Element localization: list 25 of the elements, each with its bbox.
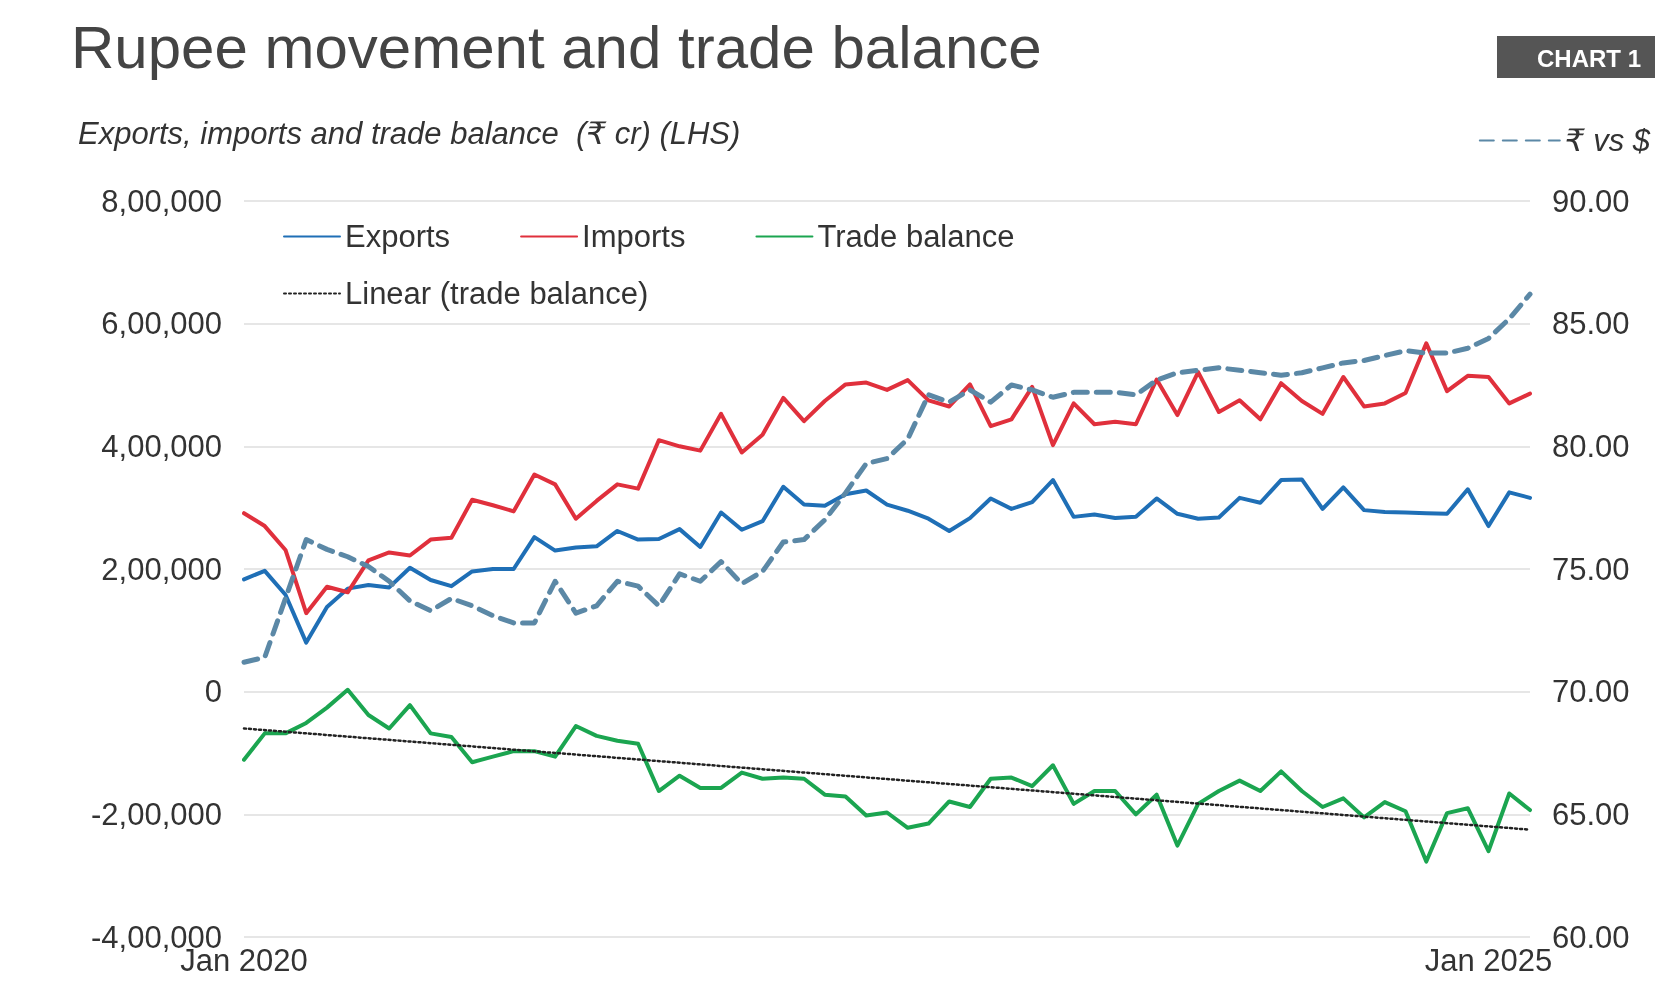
y2-tick-label: 75.00 bbox=[1552, 551, 1630, 587]
line-series bbox=[242, 341, 1532, 616]
y-tick-label: 2,00,000 bbox=[101, 551, 222, 587]
y-axis-title: Exports, imports and trade balance (₹ cr) (LHS) bbox=[78, 116, 741, 151]
y2-tick-label: 80.00 bbox=[1552, 428, 1630, 464]
legend-label: Linear (trade balance) bbox=[345, 276, 649, 311]
chart-title: Rupee movement and trade balance bbox=[71, 13, 1042, 81]
x-tick-label: Jan 2025 bbox=[1424, 943, 1553, 978]
y2-tick-label: 70.00 bbox=[1552, 674, 1630, 710]
y2-tick-label: 85.00 bbox=[1552, 306, 1630, 342]
line-series bbox=[242, 477, 1532, 645]
line-series bbox=[242, 687, 1532, 864]
y2-tick-label: 90.00 bbox=[1552, 183, 1630, 219]
legend-label: Trade balance bbox=[817, 219, 1015, 254]
y-tick-label: 0 bbox=[204, 674, 222, 710]
caption: CHART 1 bbox=[1537, 44, 1642, 72]
y-tick-label: 8,00,000 bbox=[101, 183, 222, 219]
y2-tick-label: 65.00 bbox=[1552, 796, 1630, 832]
legend-label: ₹ vs $ bbox=[1564, 123, 1651, 158]
legend-label: Exports bbox=[345, 219, 451, 254]
y-tick-label: 6,00,000 bbox=[101, 306, 222, 342]
y2-tick-label: 60.00 bbox=[1552, 919, 1630, 955]
y-tick-label: 4,00,000 bbox=[101, 428, 222, 464]
legend-label: Imports bbox=[582, 219, 686, 254]
y-tick-label: -2,00,000 bbox=[91, 796, 222, 832]
